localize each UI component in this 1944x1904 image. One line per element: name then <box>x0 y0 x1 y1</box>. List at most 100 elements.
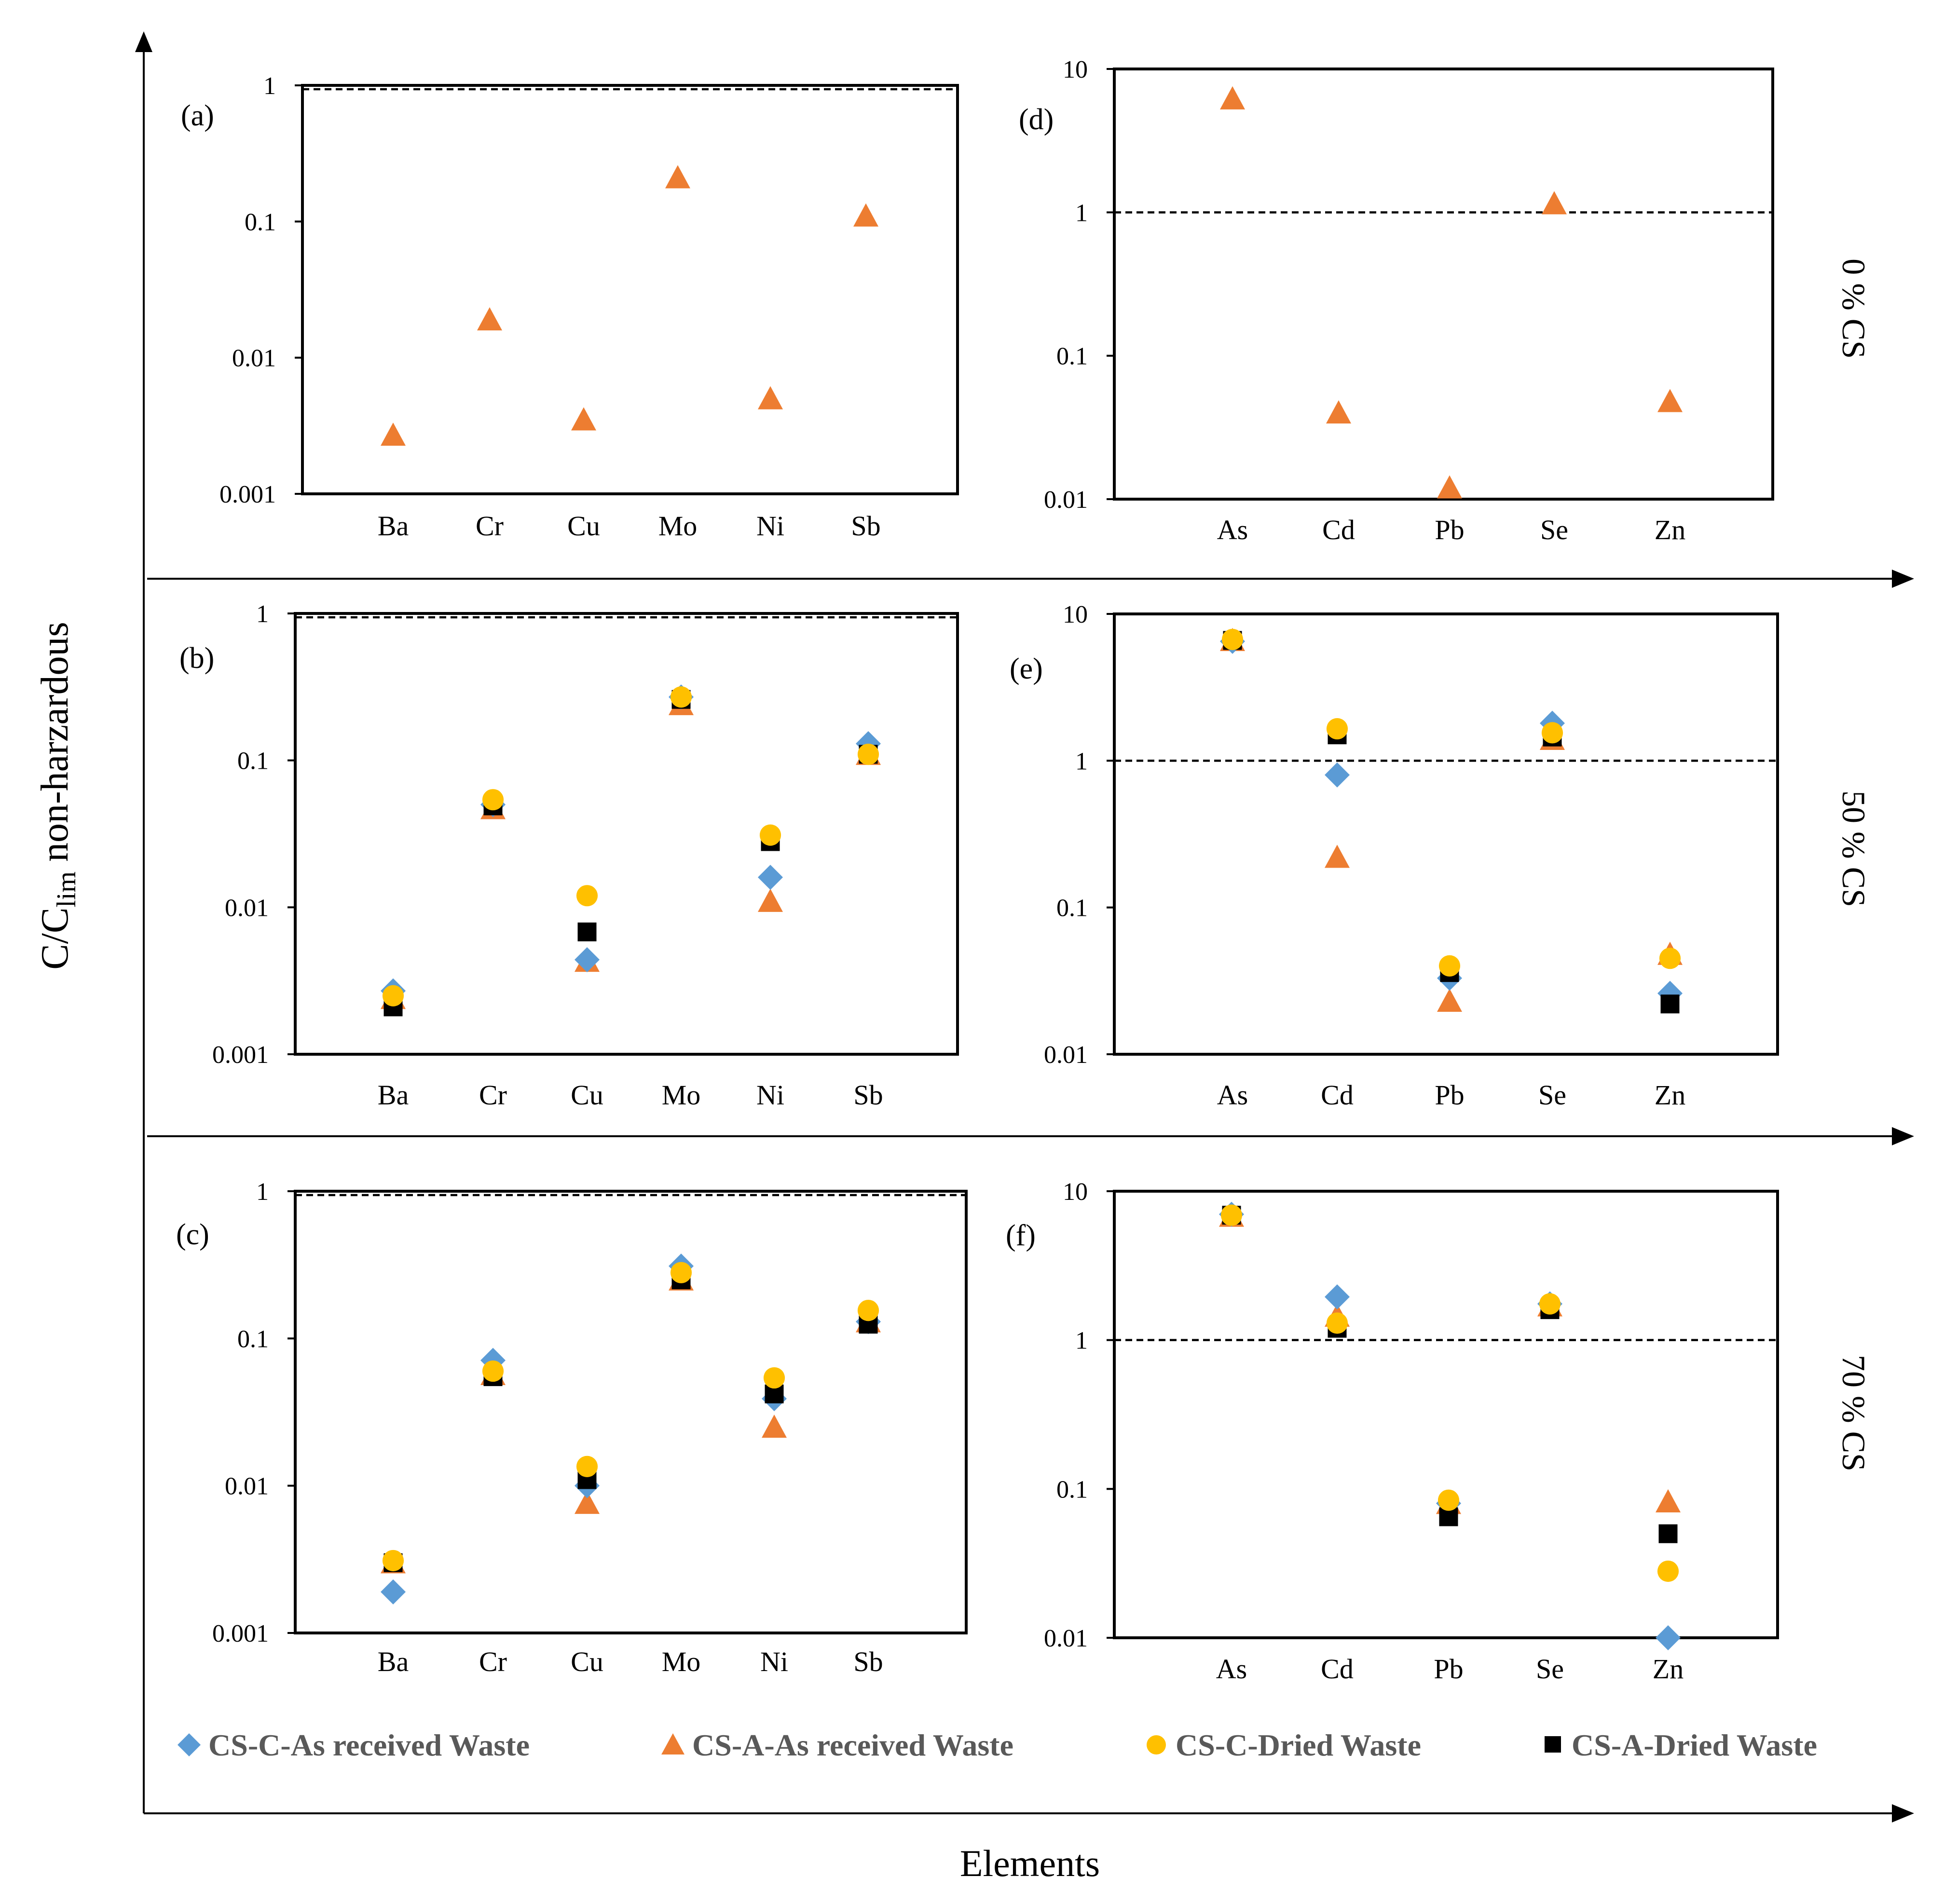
category-label: Mo <box>658 510 698 542</box>
panel-label: (a) <box>181 99 214 132</box>
category-label: As <box>1217 1079 1248 1111</box>
legend-label: CS-C-As received Waste <box>208 1728 530 1762</box>
category-label: Cu <box>571 1079 603 1111</box>
data-point <box>382 985 404 1006</box>
category-label: Cd <box>1321 1653 1354 1685</box>
plot-frame <box>1113 612 1779 1056</box>
category-label: Pb <box>1435 514 1464 545</box>
y-tick-label: 1 <box>263 72 276 100</box>
series-cs-a-as-received-waste <box>381 165 878 446</box>
category-label: As <box>1217 514 1248 545</box>
legend-item-cs-a-as-received: CS-A-As received Waste <box>661 1728 1013 1762</box>
category-label: Ba <box>378 1646 409 1677</box>
y-axis-label: C/Clim non-harzardous <box>34 622 82 969</box>
panel-label: (f) <box>1006 1219 1036 1252</box>
legend-circle-marker <box>1147 1735 1166 1754</box>
row-label-0: 0 % CS <box>1835 258 1872 359</box>
panel-label: (c) <box>176 1218 209 1251</box>
data-point <box>1542 191 1567 215</box>
y-tick-label: 0.01 <box>225 894 269 922</box>
panel-e: 0.01 0.1 1 10 (e) As Cd Pb Se Zn <box>1010 601 1779 1111</box>
category-label: Pb <box>1435 1079 1464 1111</box>
series-cs-c-dried-waste <box>1220 1204 1679 1582</box>
y-tick-label: 10 <box>1063 1178 1088 1206</box>
y-tick-label: 0.1 <box>1056 1476 1088 1503</box>
data-point <box>482 789 504 811</box>
legend-square-marker <box>1545 1736 1561 1753</box>
data-point <box>665 165 690 189</box>
y-tick-label: 0.1 <box>237 748 269 775</box>
y-tick-label: 0.001 <box>212 1620 269 1647</box>
category-label: Cr <box>476 510 504 542</box>
y-tick-label: 0.01 <box>1044 1625 1088 1652</box>
y-tick-label: 1 <box>1075 199 1088 227</box>
panel-label: (d) <box>1019 103 1054 136</box>
data-point <box>1326 718 1348 740</box>
category-label: Ni <box>756 1079 784 1111</box>
series-cs-a-as-received-waste <box>381 1267 881 1574</box>
panel-f: 0.01 0.1 1 10 (f) As Cd Pb Se Zn <box>1006 1178 1779 1685</box>
data-point <box>381 1579 406 1605</box>
data-point <box>576 885 598 907</box>
y-tick-label: 0.1 <box>237 1325 269 1353</box>
category-label: Mo <box>662 1079 701 1111</box>
data-point <box>1326 1312 1348 1334</box>
data-point <box>382 1550 404 1572</box>
data-point <box>1325 1284 1350 1310</box>
y-tick-label: 10 <box>1063 56 1088 83</box>
y-tick-label: 1 <box>256 600 269 628</box>
data-point <box>477 307 502 331</box>
category-label: Se <box>1540 514 1568 545</box>
data-point <box>482 1360 504 1382</box>
series-cs-a-dried-waste <box>383 1270 878 1572</box>
legend-diamond-marker <box>178 1733 201 1756</box>
category-label: Sb <box>853 1079 883 1111</box>
data-point <box>571 407 596 431</box>
series-cs-a-dried-waste <box>383 690 878 1017</box>
category-label: Ni <box>756 510 784 542</box>
category-label: Ni <box>760 1646 788 1677</box>
data-point <box>1325 844 1350 868</box>
series-cs-c-as-received-waste <box>1219 1201 1681 1650</box>
panels: 0.001 0.01 0.1 1 (a) Ba Cr Cu Mo Ni Sb 0.001 0.01 0.1… <box>176 56 1779 1685</box>
data-point <box>857 743 879 765</box>
category-label: Sb <box>853 1646 883 1677</box>
category-label: Cu <box>571 1646 603 1677</box>
data-point <box>1437 475 1462 499</box>
category-label: Ba <box>378 1079 409 1111</box>
data-point <box>670 1262 692 1283</box>
category-label: Cd <box>1321 1079 1354 1111</box>
category-label: Cu <box>567 510 600 542</box>
category-label: Zn <box>1655 1079 1685 1111</box>
plot-frame <box>301 84 959 495</box>
panel-label: (b) <box>179 642 214 675</box>
category-label: Cd <box>1322 514 1355 545</box>
legend-item-cs-c-as-received: CS-C-As received Waste <box>178 1728 530 1762</box>
data-point <box>759 824 781 846</box>
category-label: Mo <box>662 1646 701 1677</box>
data-point <box>1325 762 1350 788</box>
series-cs-a-as-received-waste <box>1220 627 1683 1012</box>
y-tick-label: 0.1 <box>1056 895 1088 922</box>
panel-label: (e) <box>1010 653 1043 685</box>
legend-item-cs-a-dried: CS-A-Dried Waste <box>1545 1728 1817 1762</box>
y-tick-label: 0.1 <box>245 208 276 236</box>
data-point <box>1326 400 1351 424</box>
series-cs-c-dried-waste <box>382 686 879 1006</box>
category-label: Pb <box>1434 1653 1463 1685</box>
plot-frame <box>294 612 959 1056</box>
data-point <box>1656 1489 1681 1513</box>
y-tick-label: 0.001 <box>212 1041 269 1069</box>
panel-d: 0.01 0.1 1 10 (d) As Cd Pb Se Zn <box>1019 56 1774 545</box>
y-tick-label: 1 <box>256 1178 269 1206</box>
legend-label: CS-C-Dried Waste <box>1176 1728 1421 1762</box>
series-cs-c-dried-waste <box>1221 628 1681 977</box>
data-point <box>381 422 406 446</box>
y-tick-label: 10 <box>1063 601 1088 628</box>
legend-item-cs-c-dried: CS-C-Dried Waste <box>1147 1728 1421 1762</box>
data-point <box>857 1300 879 1321</box>
data-point <box>758 865 783 890</box>
category-label: Se <box>1538 1079 1566 1111</box>
data-point <box>575 947 600 972</box>
